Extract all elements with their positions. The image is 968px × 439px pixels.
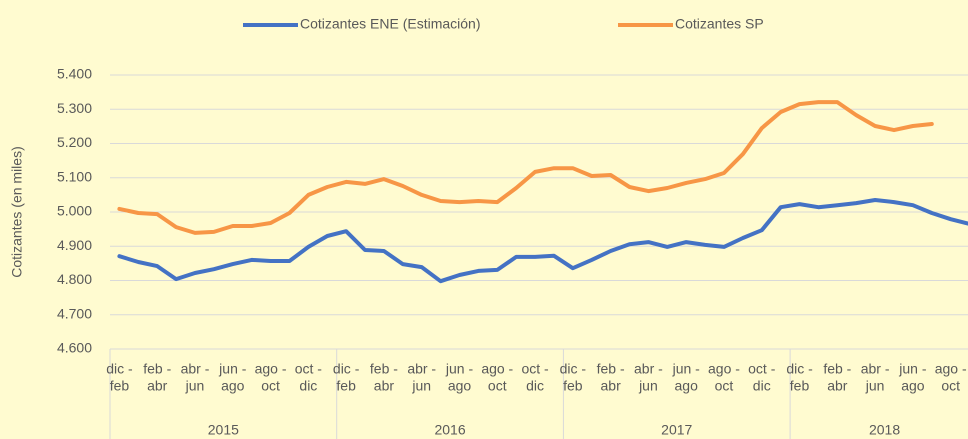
x-tick-label: oct (715, 378, 734, 394)
x-tick-label: jun - (445, 361, 474, 377)
x-tick-label: abr (827, 378, 848, 394)
y-tick-label: 4.800 (57, 271, 92, 287)
x-tick-label: ago (221, 378, 245, 394)
y-tick-label: 4.600 (57, 340, 92, 356)
x-tick-label: jun - (672, 361, 701, 377)
x-tick-label: oct - (295, 361, 323, 377)
x-tick-label: feb (563, 378, 583, 394)
x-tick-label: feb - (370, 361, 398, 377)
x-tick-label: oct - (521, 361, 549, 377)
x-tick-label: abr (147, 378, 168, 394)
x-tick-label: ago (675, 378, 699, 394)
x-tick-label: dic (299, 378, 317, 394)
x-tick-label: jun (185, 378, 205, 394)
x-group-label: 2016 (434, 422, 465, 438)
y-tick-label: 4.700 (57, 305, 92, 321)
x-tick-label: ago - (481, 361, 513, 377)
x-tick-label: jun (638, 378, 658, 394)
x-tick-label: abr - (861, 361, 890, 377)
x-tick-label: jun - (898, 361, 927, 377)
x-tick-label: abr - (634, 361, 663, 377)
y-tick-label: 4.900 (57, 237, 92, 253)
y-tick-label: 5.100 (57, 168, 92, 184)
legend-label: Cotizantes SP (675, 16, 764, 32)
x-tick-label: dic (526, 378, 544, 394)
x-group-label: 2018 (869, 422, 900, 438)
x-tick-label: dic - (786, 361, 813, 377)
x-tick-label: dic (753, 378, 771, 394)
x-tick-label: dic - (560, 361, 587, 377)
x-tick-label: feb (110, 378, 130, 394)
y-tick-label: 5.400 (57, 66, 92, 82)
legend-label: Cotizantes ENE (Estimación) (300, 16, 481, 32)
x-tick-label: jun (865, 378, 885, 394)
y-tick-label: 5.000 (57, 203, 92, 219)
x-tick-label: oct (261, 378, 280, 394)
y-axis-title: Cotizantes (en miles) (9, 146, 25, 278)
x-tick-label: ago - (708, 361, 740, 377)
x-tick-label: abr (374, 378, 395, 394)
x-tick-label: ago (448, 378, 472, 394)
x-tick-label: feb - (823, 361, 851, 377)
x-tick-label: dic - (106, 361, 133, 377)
series-line (117, 100, 934, 235)
x-tick-label: feb (336, 378, 356, 394)
x-tick-label: oct (488, 378, 507, 394)
x-tick-label: oct (941, 378, 960, 394)
x-group-label: 2017 (661, 422, 692, 438)
x-tick-label: abr - (407, 361, 436, 377)
x-group-label: 2015 (208, 422, 239, 438)
x-tick-label: dic - (333, 361, 360, 377)
x-tick-label: ago - (935, 361, 967, 377)
y-tick-label: 5.300 (57, 100, 92, 116)
y-tick-label: 5.200 (57, 134, 92, 150)
x-tick-label: jun - (218, 361, 247, 377)
x-tick-label: feb (790, 378, 810, 394)
x-tick-label: jun (411, 378, 431, 394)
series-line (117, 198, 968, 284)
x-tick-label: feb - (143, 361, 171, 377)
x-tick-label: ago (901, 378, 925, 394)
x-tick-label: oct - (748, 361, 776, 377)
x-tick-label: ago - (255, 361, 287, 377)
x-tick-label: abr - (181, 361, 210, 377)
x-tick-label: feb - (597, 361, 625, 377)
x-tick-label: abr (601, 378, 622, 394)
